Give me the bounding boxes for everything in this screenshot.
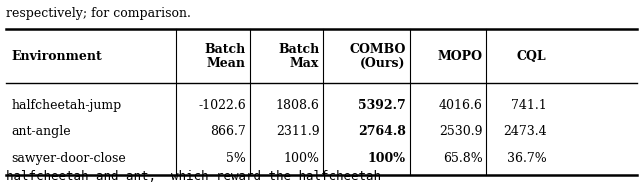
Text: Batch
Mean: Batch Mean <box>205 43 246 70</box>
Text: halfcheetah and ant,  which reward the halfcheetah: halfcheetah and ant, which reward the ha… <box>6 170 381 183</box>
Text: ant-angle: ant-angle <box>12 125 71 138</box>
Text: 36.7%: 36.7% <box>507 151 547 165</box>
Text: 2311.9: 2311.9 <box>276 125 319 138</box>
Text: 5%: 5% <box>226 151 246 165</box>
Text: Batch
Max: Batch Max <box>278 43 319 70</box>
Text: 5392.7: 5392.7 <box>358 99 406 112</box>
Text: 100%: 100% <box>284 151 319 165</box>
Text: 2473.4: 2473.4 <box>503 125 547 138</box>
Text: 2530.9: 2530.9 <box>439 125 483 138</box>
Text: 1808.6: 1808.6 <box>275 99 319 112</box>
Text: 4016.6: 4016.6 <box>438 99 483 112</box>
Text: 100%: 100% <box>368 151 406 165</box>
Text: 2764.8: 2764.8 <box>358 125 406 138</box>
Text: sawyer-door-close: sawyer-door-close <box>12 151 126 165</box>
Text: 65.8%: 65.8% <box>443 151 483 165</box>
Text: COMBO
(Ours): COMBO (Ours) <box>349 43 406 70</box>
Text: MOPO: MOPO <box>438 50 483 63</box>
Text: respectively; for comparison.: respectively; for comparison. <box>6 7 191 20</box>
Text: CQL: CQL <box>517 50 547 63</box>
Text: halfcheetah-jump: halfcheetah-jump <box>12 99 122 112</box>
Text: 866.7: 866.7 <box>210 125 246 138</box>
Text: -1022.6: -1022.6 <box>198 99 246 112</box>
Text: 741.1: 741.1 <box>511 99 547 112</box>
Text: Environment: Environment <box>12 50 102 63</box>
